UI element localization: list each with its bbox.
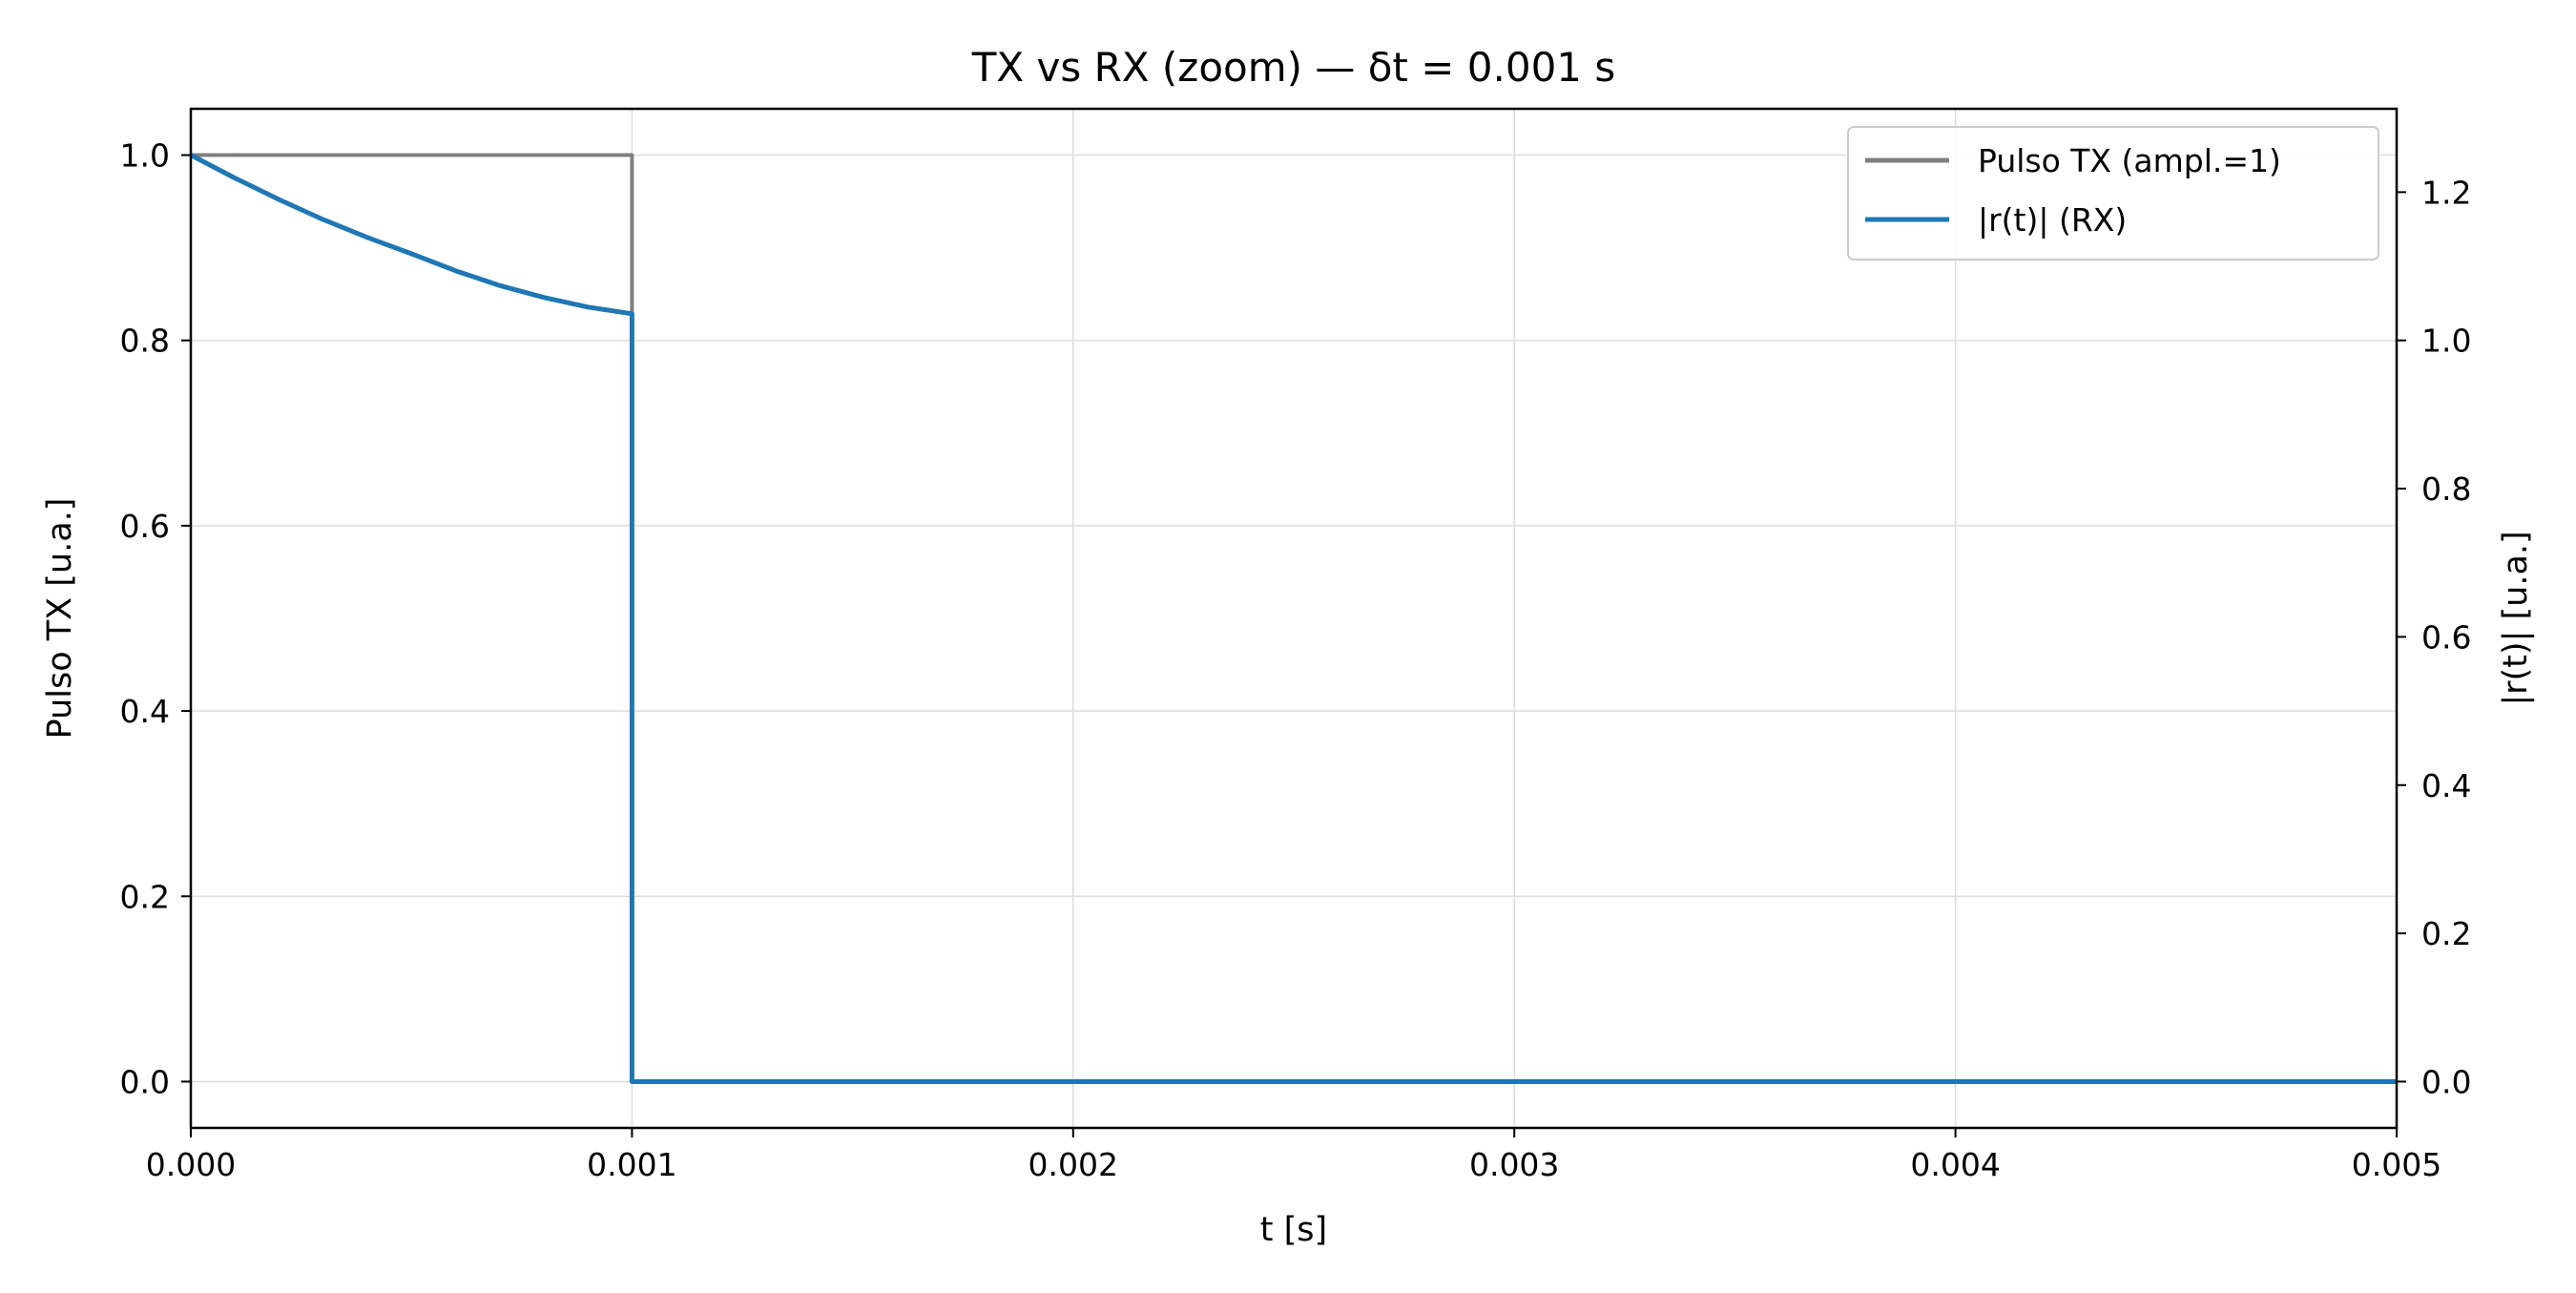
y-axis-label-right: |r(t)| [u.a.] — [2497, 531, 2535, 705]
x-tick-label: 0.002 — [1028, 1146, 1118, 1183]
y-tick-label-left: 1.0 — [120, 137, 170, 175]
y-tick-label-left: 0.4 — [120, 693, 170, 730]
y-axis-label-left: Pulso TX [u.a.] — [41, 498, 79, 740]
x-axis-label: t [s] — [1260, 1211, 1327, 1249]
series-layer — [189, 153, 2397, 1084]
x-tick-label: 0.000 — [146, 1146, 236, 1183]
series-line-rx-envelope — [189, 153, 2397, 1084]
y-tick-label-right: 0.2 — [2421, 915, 2471, 952]
legend-box — [1847, 126, 2379, 261]
x-tick-label: 0.003 — [1469, 1146, 1559, 1183]
y-tick-label-right: 0.6 — [2421, 618, 2471, 656]
x-tick-label: 0.005 — [2352, 1146, 2441, 1183]
y-tick-label-right: 0.4 — [2421, 767, 2471, 804]
ticks: 0.000 0.001 0.002 0.003 0.004 0.005 0.0 0.2 0.4 0… — [120, 137, 2472, 1183]
legend-label-rx: |r(t)| (RX) — [1978, 201, 2127, 239]
grid — [190, 109, 2398, 1128]
y-tick-label-right: 0.8 — [2421, 470, 2471, 508]
y-tick-label-left: 0.6 — [120, 508, 170, 545]
x-tick-label: 0.001 — [587, 1146, 676, 1183]
legend: Pulso TX (ampl.=1) |r(t)| (RX) — [1847, 126, 2379, 261]
chart-title: TX vs RX (zoom) — δt = 0.001 s — [971, 44, 1616, 91]
y-tick-label-left: 0.0 — [120, 1063, 170, 1100]
y-tick-label-right: 1.2 — [2421, 174, 2471, 211]
legend-label-tx: Pulso TX (ampl.=1) — [1978, 142, 2281, 179]
y-tick-label-right: 1.0 — [2421, 323, 2471, 360]
x-tick-label: 0.004 — [1910, 1146, 2000, 1183]
y-tick-label-right: 0.0 — [2421, 1063, 2471, 1100]
y-tick-label-left: 0.8 — [120, 323, 170, 360]
series-line-tx-pulse — [191, 153, 2397, 1084]
plot-frame — [189, 107, 2399, 1130]
y-tick-label-left: 0.2 — [120, 878, 170, 915]
